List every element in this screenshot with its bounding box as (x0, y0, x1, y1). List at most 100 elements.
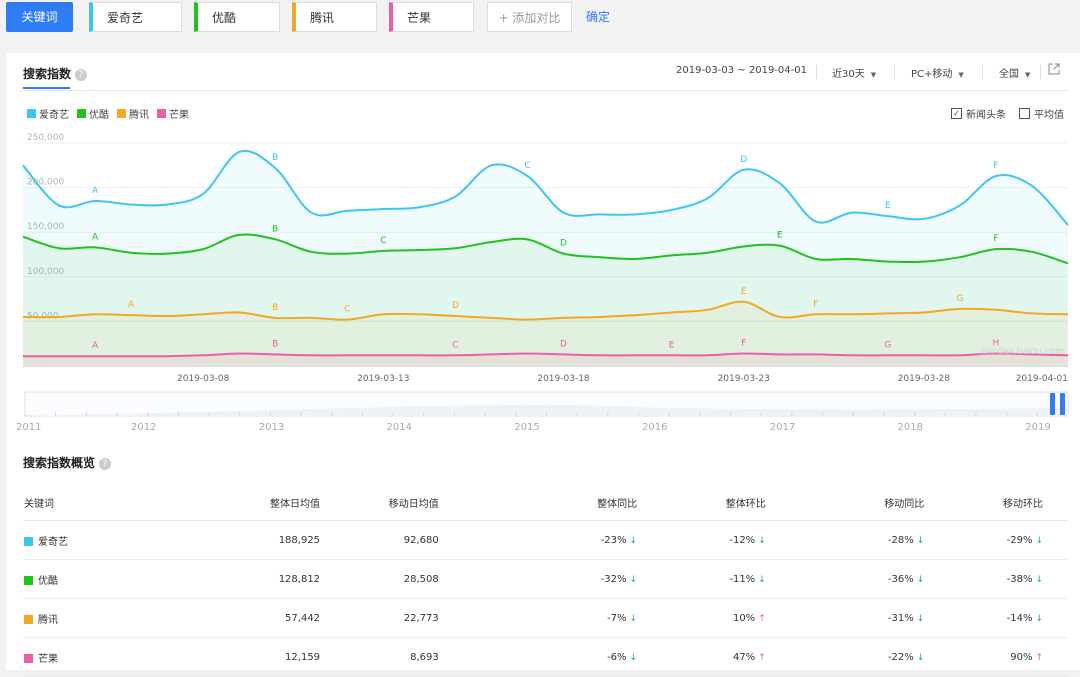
annotation-label: C (524, 161, 530, 171)
legend-swatch (117, 109, 126, 118)
arrow-down-icon: ↓ (916, 535, 925, 546)
divider (816, 65, 817, 79)
change-cell: -12% ↓ (638, 520, 767, 560)
checkbox-icon (1019, 108, 1030, 119)
arrow-down-icon: ↓ (916, 652, 925, 663)
arrow-up-icon: ↑ (758, 652, 766, 663)
change-cell: -31% ↓ (766, 598, 926, 638)
slider-year-label: 2018 (898, 422, 923, 433)
change-cell: -23% ↓ (439, 520, 639, 560)
add-compare-button[interactable]: + 添加对比 (487, 2, 572, 32)
region-select[interactable]: 全国 ▼ (999, 69, 1031, 80)
arrow-down-icon: ↓ (629, 574, 638, 585)
news-toggle[interactable]: ✓ 新闻头条 (951, 106, 1006, 121)
search-index-chart[interactable]: 250,000200,000150,000100,00050,0002019-0… (6, 133, 1080, 438)
arrow-down-icon: ↓ (1035, 613, 1043, 624)
annotation-label: H (993, 339, 1000, 349)
annotation-label: D (452, 301, 459, 311)
annotation-label: F (741, 339, 746, 349)
change-cell: -28% ↓ (766, 520, 926, 560)
legend-item-youku[interactable]: 优酷 (77, 106, 109, 121)
annotation-label: F (813, 299, 818, 309)
arrow-down-icon: ↓ (758, 574, 766, 585)
col-keyword: 关键词 (23, 484, 185, 521)
keyword-youku[interactable]: 优酷 (194, 2, 280, 32)
change-cell: -14% ↓ (925, 598, 1068, 638)
annotation-label: F (993, 161, 998, 171)
slider-year-label: 2013 (259, 422, 284, 433)
legend-swatch (157, 109, 166, 118)
page-title: 搜索指数? (23, 65, 88, 82)
table-row: 腾讯 57,442 22,773 -7% ↓ 10% ↑ -31% ↓ -14% ↓ (23, 598, 1068, 638)
device-select[interactable]: PC+移动 ▼ (911, 69, 964, 80)
help-icon[interactable]: ? (75, 68, 88, 81)
divider (982, 65, 983, 79)
keyword-swatch (24, 614, 33, 624)
legend-swatch (27, 109, 36, 118)
change-cell: -22% ↓ (766, 637, 926, 677)
mobile-avg-cell: 8,693 (321, 637, 440, 677)
slider-year-label: 2015 (514, 422, 539, 433)
col-total-avg: 整体日均值 (184, 484, 322, 521)
arrow-down-icon: ↓ (916, 613, 925, 624)
annotation-label: D (740, 155, 747, 165)
annotation-label: D (560, 339, 567, 349)
arrow-down-icon: ↓ (629, 613, 638, 624)
main-panel: 搜索指数? 2019-03-03 ~ 2019-04-01 近30天 ▼ PC+移… (6, 53, 1080, 677)
change-cell: -6% ↓ (439, 637, 639, 677)
change-cell: -29% ↓ (925, 520, 1068, 560)
slider-handle-right (1060, 393, 1065, 415)
confirm-button[interactable]: 确定 (586, 10, 611, 24)
legend-swatch (77, 109, 86, 118)
help-icon[interactable]: ? (99, 457, 112, 470)
change-cell: -32% ↓ (439, 559, 639, 599)
slider-year-label: 2011 (16, 422, 41, 433)
average-toggle[interactable]: 平均值 (1019, 106, 1064, 121)
annotation-label: A (92, 186, 99, 196)
arrow-down-icon: ↓ (1035, 535, 1043, 546)
change-cell: -7% ↓ (439, 598, 639, 638)
chart-legend: 爱奇艺 优酷 腾讯 芒果 (27, 106, 189, 121)
table-row: 优酷 128,812 28,508 -32% ↓ -11% ↓ -36% ↓ -38% ↓ (23, 559, 1068, 599)
watermark: @index.baidu.com (980, 347, 1064, 357)
divider (894, 65, 895, 79)
change-cell: 47% ↑ (638, 637, 767, 677)
col-total-yoy: 整体同比 (439, 484, 639, 521)
keyword-tab-active[interactable]: 关键词 (6, 2, 73, 32)
line-iqiyi (22, 149, 1069, 226)
legend-item-mango[interactable]: 芒果 (157, 106, 189, 121)
change-cell: -11% ↓ (638, 559, 767, 599)
slider-year-label: 2017 (770, 422, 795, 433)
x-tick-label: 2019-03-13 (357, 374, 409, 384)
annotation-label: E (777, 231, 783, 241)
chevron-down-icon: ▼ (870, 71, 877, 79)
keyword-cell: 优酷 (23, 559, 185, 599)
slider-year-label: 2014 (387, 422, 412, 433)
divider (1040, 65, 1041, 79)
legend-item-tencent[interactable]: 腾讯 (117, 106, 149, 121)
x-tick-label: 2019-03-18 (537, 374, 590, 384)
keyword-mango[interactable]: 芒果 (389, 2, 474, 32)
line-youku (22, 233, 1069, 265)
total-avg-cell: 57,442 (184, 598, 322, 638)
mobile-avg-cell: 28,508 (321, 559, 440, 599)
area-iqiyi (23, 150, 1068, 366)
arrow-down-icon: ↓ (629, 535, 638, 546)
mobile-avg-cell: 92,680 (321, 520, 440, 560)
checkbox-checked-icon: ✓ (951, 108, 962, 119)
period-select[interactable]: 近30天 ▼ (832, 69, 877, 80)
header-divider (23, 90, 1068, 91)
keyword-cell: 爱奇艺 (23, 520, 185, 560)
legend-item-iqiyi[interactable]: 爱奇艺 (27, 106, 69, 121)
date-range[interactable]: 2019-03-03 ~ 2019-04-01 (676, 65, 807, 76)
external-link-icon[interactable] (1048, 63, 1060, 78)
arrow-up-icon: ↑ (1035, 652, 1043, 663)
keyword-iqiyi[interactable]: 爱奇艺 (89, 2, 182, 32)
y-tick-label: 150,000 (27, 222, 64, 232)
area-mango (23, 353, 1068, 366)
title-underline (23, 87, 70, 89)
arrow-down-icon: ↓ (1035, 574, 1043, 585)
keyword-tencent[interactable]: 腾讯 (292, 2, 377, 32)
chevron-down-icon: ▼ (1025, 71, 1031, 79)
annotation-label: B (272, 224, 278, 234)
